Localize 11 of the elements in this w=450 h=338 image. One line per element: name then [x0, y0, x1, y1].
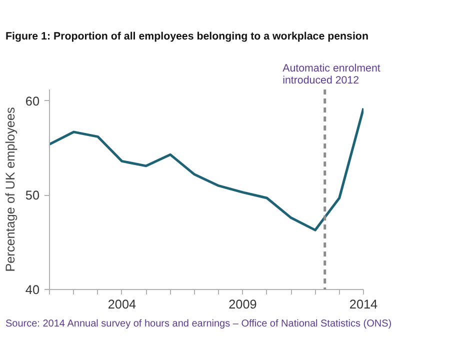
x-tick-label: 2004: [108, 298, 136, 312]
x-tick-label: 2009: [228, 298, 257, 312]
y-tick-label: 50: [25, 188, 40, 203]
ref-line-label: Automatic enrolment introduced 2012: [282, 62, 380, 86]
y-tick-label: 40: [25, 283, 40, 297]
line-series: [50, 107, 364, 232]
x-tick-label: 2014: [349, 298, 378, 312]
chart-title: Figure 1: Proportion of all employees belonging to a workplace pension: [6, 30, 368, 42]
source-note: Source: 2014 Annual survey of hours and earnings – Office of National Statistics (ONS): [6, 318, 392, 330]
y-tick-label: 60: [25, 94, 40, 108]
y-axis-title: Percentage of UK employees: [3, 107, 18, 272]
